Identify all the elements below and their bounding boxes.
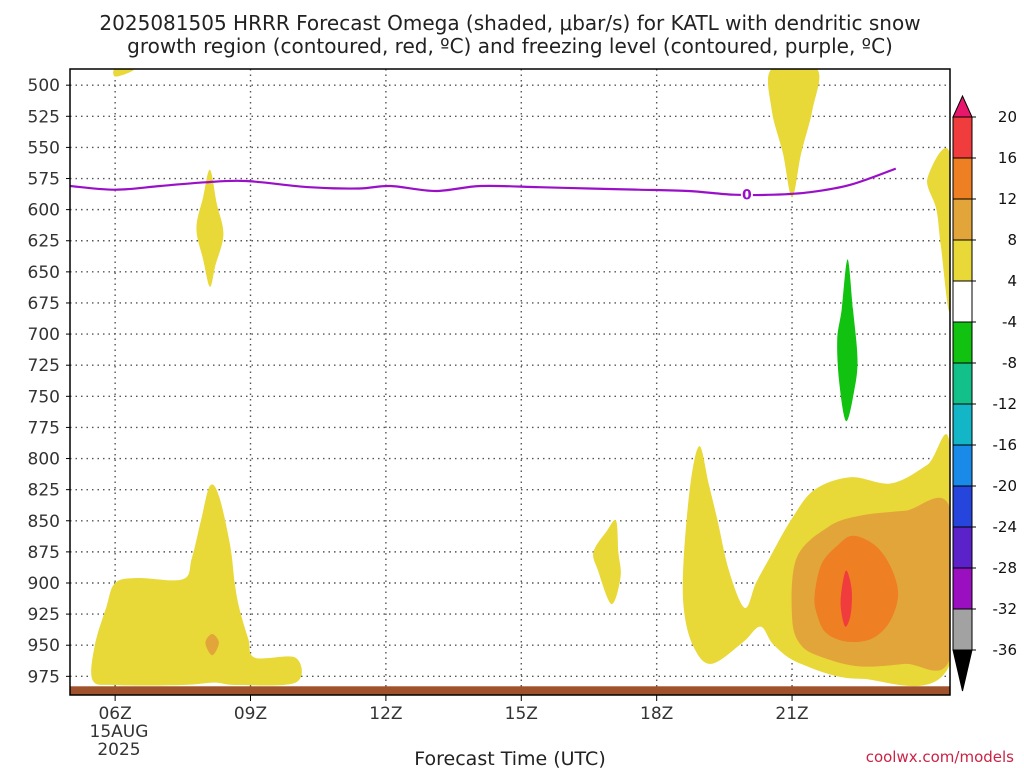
colorbar: 20 16 12 8 4 -4 -8 -12 -16 -20 -24 -28 -32 -36 <box>952 94 1018 692</box>
y-tick-label: 850 <box>28 512 60 532</box>
omega-yellow-region <box>91 484 302 686</box>
x-axis: 06Z 09Z 12Z 15Z 18Z 21Z <box>98 695 809 724</box>
plot-frame <box>69 68 951 696</box>
x-tick-label: 18Z <box>640 704 673 724</box>
x-date-label-line-2: 2025 <box>97 740 140 760</box>
omega-orange-region <box>205 634 219 656</box>
credit-text: coolwx.com/models <box>866 748 1014 766</box>
x-date-label-line-1: 15AUG <box>90 722 149 742</box>
freezing-level-label-bg <box>740 186 753 203</box>
omega-shading <box>91 69 950 687</box>
freezing-level: 0 <box>69 167 897 204</box>
y-tick-label: 725 <box>28 356 60 376</box>
omega-yellow-region <box>113 69 134 77</box>
freezing-level-line <box>69 167 897 197</box>
colorbar-band <box>952 608 973 651</box>
omega-yellow-region <box>927 148 950 312</box>
colorbar-band <box>952 403 973 446</box>
freezing-level-label: 0 <box>742 188 752 204</box>
x-tick-label: 09Z <box>234 704 267 724</box>
y-tick-label: 550 <box>28 138 60 158</box>
terrain-bar <box>70 686 950 695</box>
omega-yellow-region <box>767 69 820 198</box>
omega-yellow-region <box>593 519 621 605</box>
chart-title-line-1: 2025081505 HRRR Forecast Omega (shaded, … <box>99 11 920 35</box>
x-tick-label: 15Z <box>505 704 538 724</box>
colorbar-tick-label: -16 <box>993 436 1018 454</box>
colorbar-band <box>952 239 973 282</box>
y-tick-label: 800 <box>28 450 60 470</box>
colorbar-tick-label: -24 <box>993 518 1018 536</box>
colorbar-tick-label: 4 <box>1007 272 1017 290</box>
omega-red-region <box>840 570 852 627</box>
colorbar-band <box>952 157 973 200</box>
colorbar-tick-label: 8 <box>1007 231 1017 249</box>
y-tick-label: 950 <box>28 636 60 656</box>
y-tick-label: 625 <box>28 232 60 252</box>
colorbar-tick-label: -4 <box>1002 313 1017 331</box>
colorbar-tick-label: 12 <box>998 190 1017 208</box>
chart-title-line-2: growth region (contoured, red, ºC) and f… <box>127 34 893 58</box>
omega-regions <box>91 69 950 687</box>
y-tick-label: 575 <box>28 170 60 190</box>
colorbar-tick-label: -36 <box>993 641 1018 659</box>
colorbar-tick-label: 16 <box>998 149 1017 167</box>
y-tick-label: 825 <box>28 481 60 501</box>
colorbar-band <box>952 198 973 241</box>
colorbar-tick-label: -28 <box>993 559 1018 577</box>
colorbar-band <box>952 526 973 569</box>
y-axis: 500 525 550 575 600 625 650 675 700 725 750 775 800 8… <box>28 76 70 687</box>
x-tick-label: 21Z <box>775 704 808 724</box>
colorbar-top-triangle <box>952 94 973 118</box>
colorbar-band <box>952 444 973 487</box>
colorbar-band <box>952 362 973 405</box>
x-tick-label: 12Z <box>369 704 402 724</box>
colorbar-tick-label: -12 <box>993 395 1018 413</box>
y-tick-label: 925 <box>28 605 60 625</box>
x-tick-label: 06Z <box>98 704 131 724</box>
colorbar-band <box>952 116 973 159</box>
y-tick-label: 750 <box>28 387 60 407</box>
y-tick-label: 500 <box>28 76 60 96</box>
omega-dark-orange-region <box>814 535 899 642</box>
y-tick-label: 675 <box>28 294 60 314</box>
colorbar-tick-label: -32 <box>993 600 1018 618</box>
colorbar-band <box>952 567 973 610</box>
colorbar-band <box>952 280 973 323</box>
y-tick-label: 525 <box>28 107 60 127</box>
y-tick-label: 700 <box>28 325 60 345</box>
y-tick-label: 775 <box>28 418 60 438</box>
colorbar-bottom-triangle <box>952 649 973 692</box>
grid <box>70 69 950 695</box>
colorbar-band <box>952 485 973 528</box>
terrain-strip <box>70 686 950 695</box>
colorbar-tick-label: -8 <box>1002 354 1017 372</box>
omega-green-region <box>837 259 858 422</box>
x-axis-label: Forecast Time (UTC) <box>414 748 605 768</box>
y-tick-label: 875 <box>28 543 60 563</box>
colorbar-tick-label: -20 <box>993 477 1018 495</box>
y-tick-label: 600 <box>28 201 60 221</box>
plot-area: 0 <box>69 68 951 696</box>
y-tick-label: 975 <box>28 667 60 687</box>
y-tick-label: 650 <box>28 263 60 283</box>
omega-yellow-region <box>196 169 224 287</box>
y-tick-label: 900 <box>28 574 60 594</box>
colorbar-band <box>952 321 973 364</box>
colorbar-tick-label: 20 <box>998 108 1017 126</box>
